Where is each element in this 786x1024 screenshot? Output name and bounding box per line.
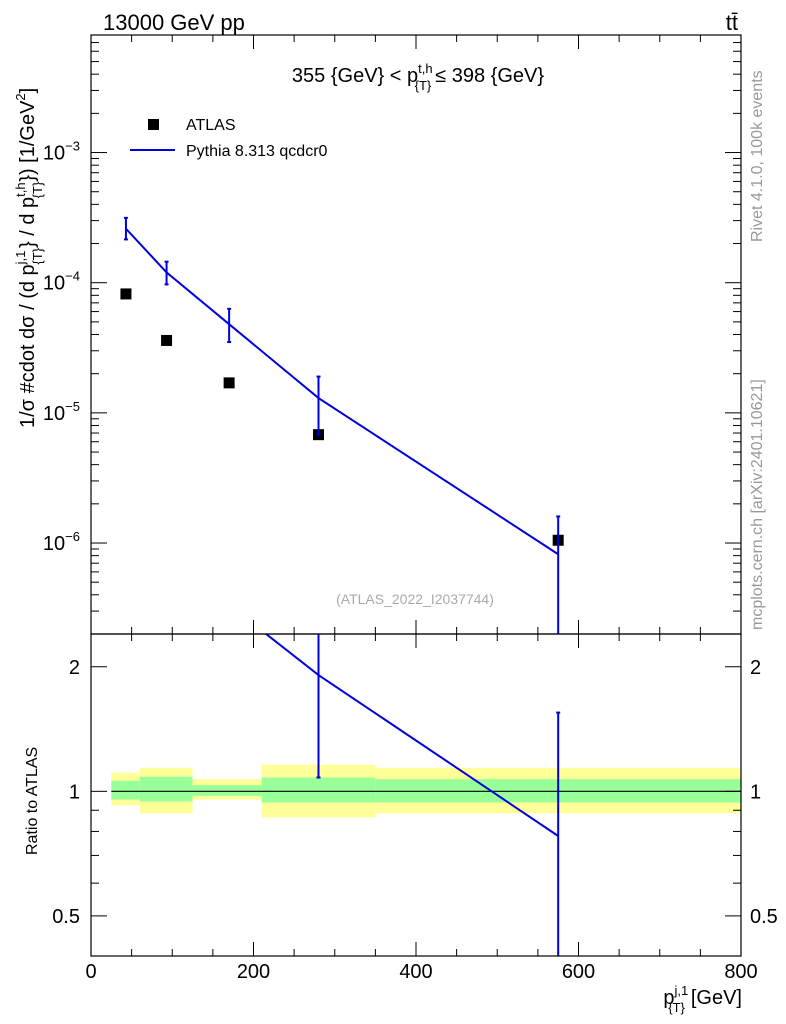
ratio-y-tick-label-right: 2 [750,657,761,679]
ratio-bands-layer [111,764,741,818]
ratio-y-tick-label-right: 1 [750,781,761,803]
ratio-pythia-line [264,634,559,837]
ratio-y-tick-label-right: 0.5 [750,906,778,928]
main-y-axis-label: 1/σ #cdot dσ / (d pj,1 {T}} / d pt,h {T}})… [13,88,45,428]
ratio-y-tick-label: 2 [69,657,80,679]
x-tick-label: 600 [562,961,595,983]
legend-atlas-marker [148,119,159,130]
ratio-y-axis-label: Ratio to ATLAS [24,747,41,855]
rivet-version-label: Rivet 4.1.0, 100k events [749,70,766,242]
chart-title: 355 {GeV} < pt,h {T} ≤ 398 {GeV} [292,61,544,93]
ratio-y-tick-label: 1 [69,781,80,803]
x-tick-label: 200 [237,961,270,983]
main-y-tick-label: 10−5 [43,399,80,425]
analysis-id-label: (ATLAS_2022_I2037744) [336,591,494,607]
main-series-layer [120,216,564,634]
pythia-line [125,228,559,556]
ratio-inner-band [139,776,193,802]
chart-title-sub: {T} [415,78,432,93]
atlas-data-point [223,377,235,389]
chart-title-sup: t,h [418,61,432,76]
main-y-tick-label: 10−4 [43,269,80,295]
process-label: tt̄ [726,10,738,35]
ratio-inner-band [192,785,262,796]
x-axis-label: pj,1 {T} [GeV] [663,983,742,1015]
chart-title-tail: ≤ 398 {GeV} [435,65,544,87]
ratio-inner-band [261,777,376,803]
mcplots-source-label: mcplots.cern.ch [arXiv:2401.10621] [749,379,766,630]
ratio-axes: 0 200 400 600 800 0.5 0.5 1 1 2 2 [52,633,778,983]
x-tick-label: 800 [724,961,757,983]
ratio-y-tick-label: 0.5 [52,906,80,928]
atlas-data-point [161,334,173,346]
atlas-data-point [120,288,132,300]
x-tick-label: 0 [85,961,96,983]
x-tick-label: 400 [399,961,432,983]
main-axes: 10−6 10−5 10−4 10−3 [43,34,742,635]
collision-energy-label: 13000 GeV pp [103,10,245,35]
legend-pythia-label: Pythia 8.313 qcdcr0 [186,143,328,160]
chart-title-lead: 355 {GeV} < p [292,65,418,87]
main-y-tick-label: 10−3 [43,139,80,165]
legend: ATLAS Pythia 8.313 qcdcr0 [130,117,328,160]
legend-atlas-label: ATLAS [186,117,236,134]
ratio-series-layer [264,634,561,956]
ratio-inner-band [111,780,140,800]
main-y-tick-label: 10−6 [43,529,80,555]
